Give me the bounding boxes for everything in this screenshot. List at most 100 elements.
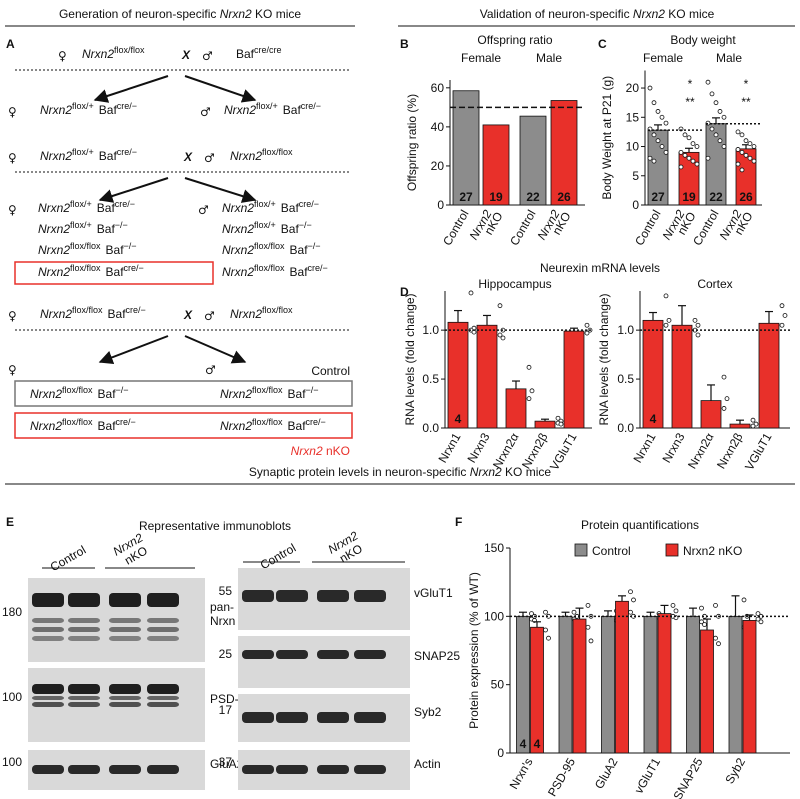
chart-title: Body weight (670, 33, 736, 47)
blot-band (354, 712, 386, 723)
molecular-weight: 25 (219, 647, 233, 661)
title-run: Nrxn2 (633, 7, 665, 21)
data-point (721, 114, 727, 120)
y-tick-label: 0 (437, 198, 444, 212)
data-point (695, 332, 701, 338)
gene-name: Baf (98, 387, 117, 401)
sex-symbol: ♀ (8, 309, 17, 323)
data-point (628, 589, 633, 595)
panel-label: F (455, 515, 462, 529)
lane-header: Control (258, 541, 299, 572)
molecular-weight: 100 (2, 690, 22, 704)
sex-symbol: ♂ (204, 309, 215, 323)
sex-symbol: ♀ (8, 105, 17, 119)
x-tick-label: Nrxn2β (714, 430, 746, 471)
blot-band (354, 765, 386, 774)
arrow (184, 177, 257, 203)
blot-band (276, 650, 308, 659)
sex-symbol: ♀ (58, 49, 67, 63)
data-point (694, 144, 700, 149)
genotype: Nrxn2flox/flox Bafcre/− (40, 305, 146, 321)
data-point (584, 322, 590, 328)
x-tick-label: Nrxn3 (464, 430, 492, 465)
data-point (695, 322, 701, 328)
sex-symbol: ♀ (8, 151, 17, 165)
protein-label: vGluT1 (414, 586, 453, 600)
y-tick-label: 15 (626, 110, 640, 124)
blot-band (32, 696, 64, 700)
title-run: Generation of neuron-specific (59, 7, 220, 21)
gene-name: Baf (236, 47, 255, 61)
data-point (751, 144, 757, 149)
gene-name: Baf (108, 307, 127, 321)
molecular-weight: 17 (219, 703, 233, 717)
label-run: Nrxn2 (291, 444, 323, 458)
data-point (686, 135, 692, 141)
y-tick-label: 5 (632, 169, 639, 183)
genotype: Nrxn2flox/flox Baf−/− (222, 241, 321, 257)
x-tick-label: Control (440, 208, 471, 249)
y-tick-label: 1.0 (422, 323, 439, 337)
bar (615, 600, 629, 754)
data-point (500, 335, 506, 341)
allele: cre/− (124, 263, 144, 273)
genotype: Nrxn2flox/+ Bafcre/− (40, 101, 137, 117)
data-point (713, 603, 718, 608)
chart-subtitle: Hippocampus (478, 277, 551, 291)
blot-band (109, 765, 141, 774)
sex-symbol: ♂ (202, 49, 213, 63)
data-point (526, 364, 532, 370)
gene-name: Nrxn2 (30, 387, 62, 401)
blot-band (32, 765, 64, 774)
bar (671, 324, 693, 429)
gene-name: Baf (283, 103, 302, 117)
blot-band (32, 627, 64, 632)
arrow (98, 177, 169, 203)
data-point (743, 138, 749, 144)
allele: −/− (115, 220, 128, 230)
y-axis-label: RNA levels (fold change) (403, 293, 417, 425)
bar (476, 324, 498, 429)
bar (758, 322, 780, 429)
allele: cre/− (117, 101, 137, 111)
chart-title: Neurexin mRNA levels (540, 261, 660, 275)
y-tick-label: 10 (626, 140, 640, 154)
x-tick-label: SNAP25 (670, 755, 705, 799)
bar (686, 615, 700, 754)
blot-band (109, 627, 141, 632)
data-point (585, 624, 591, 630)
allele: cre/− (126, 305, 146, 315)
arrow (93, 75, 169, 103)
count-label: 22 (709, 190, 723, 204)
blot-band (68, 765, 100, 774)
gene-name: Nrxn2 (40, 307, 72, 321)
group-label: Male (716, 51, 742, 65)
x-tick-label: Syb2 (722, 755, 748, 786)
y-axis-label: Offspring ratio (%) (405, 94, 419, 191)
protein-label: pan- (210, 600, 234, 614)
data-point (699, 605, 704, 611)
gene-name: Nrxn2 (30, 419, 62, 433)
data-point (721, 406, 727, 411)
data-point (571, 609, 577, 615)
data-point (716, 641, 721, 647)
data-point (735, 147, 741, 152)
blot-band (317, 650, 349, 659)
blot-band (242, 712, 274, 723)
title-run: KO mice (502, 465, 552, 479)
y-tick-label: 1.0 (617, 323, 634, 337)
blot-band (242, 765, 274, 774)
data-point (739, 132, 745, 138)
bar (558, 615, 573, 754)
blot-band (147, 618, 179, 623)
blot-band (147, 684, 179, 694)
arrow (98, 335, 169, 365)
data-point (717, 109, 723, 114)
data-point (673, 608, 679, 614)
blot-band (109, 636, 141, 641)
blot-band (68, 684, 100, 694)
arrow (184, 75, 257, 103)
genotype: Nrxn2flox/flox Bafcre/− (220, 417, 326, 433)
bar (482, 124, 510, 206)
gene-name: Baf (290, 265, 309, 279)
